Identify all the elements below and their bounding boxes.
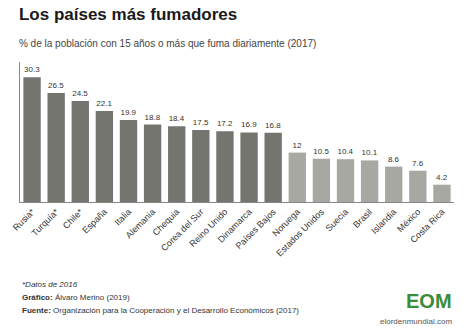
svg-text:18.8: 18.8 [145,113,161,122]
svg-text:24.5: 24.5 [72,89,88,98]
svg-text:México: México [395,207,422,234]
svg-text:Dinamarca: Dinamarca [216,207,254,245]
svg-text:Noruega: Noruega [270,207,301,238]
svg-text:Los países más fumadores: Los países más fumadores [19,5,237,24]
svg-text:Rusia*: Rusia* [11,206,37,232]
svg-text:26.5: 26.5 [48,81,64,90]
svg-text:Turquía*: Turquía* [30,206,62,238]
svg-text:17.5: 17.5 [193,118,209,127]
svg-text:Brasil: Brasil [351,207,374,230]
svg-text:elordenmundial.com: elordenmundial.com [380,317,452,326]
svg-text:Fuente: Organización para la C: Fuente: Organización para la Cooperación… [22,306,299,315]
svg-text:Alemania: Alemania [124,207,158,241]
svg-text:*Datos de 2016: *Datos de 2016 [22,280,78,289]
svg-text:Reino Unido: Reino Unido [187,207,229,249]
svg-text:Estados Unidos: Estados Unidos [274,206,326,258]
svg-text:10.5: 10.5 [313,147,329,156]
svg-text:30.3: 30.3 [24,65,40,74]
svg-text:Italia: Italia [113,207,134,228]
svg-text:Costa Rica: Costa Rica [408,207,446,245]
svg-text:España: España [80,207,109,236]
svg-text:18.4: 18.4 [169,114,185,123]
svg-text:19.9: 19.9 [120,108,136,117]
svg-text:4.2: 4.2 [436,173,448,182]
svg-text:Islandia: Islandia [369,207,398,236]
svg-text:7.6: 7.6 [412,159,424,168]
svg-text:17.2: 17.2 [217,119,233,128]
svg-text:EOM: EOM [406,290,452,312]
svg-text:Corea del Sur: Corea del Sur [159,207,205,253]
svg-text:Chequia: Chequia [151,207,182,238]
svg-text:% de la población con 15 años: % de la población con 15 años o más que … [19,38,316,49]
svg-text:10.4: 10.4 [337,147,353,156]
svg-text:Suecia: Suecia [324,207,351,234]
svg-text:16.8: 16.8 [265,121,281,130]
svg-text:Países Bajos: Países Bajos [234,206,279,251]
svg-text:8.6: 8.6 [388,155,400,164]
svg-text:16.9: 16.9 [241,120,257,129]
svg-text:12: 12 [293,141,302,150]
svg-text:Gráfico: Álvaro Merino (2019): Gráfico: Álvaro Merino (2019) [22,293,130,302]
svg-text:10.1: 10.1 [362,148,378,157]
svg-text:22.1: 22.1 [96,99,112,108]
svg-text:Chile*: Chile* [61,206,85,230]
